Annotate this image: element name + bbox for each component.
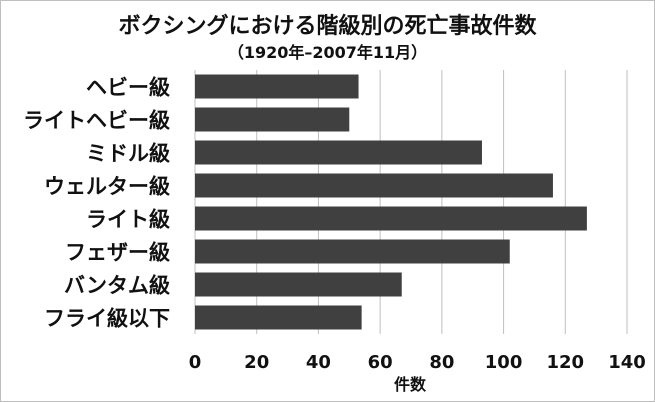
bar: [195, 239, 510, 264]
category-label: ライト級: [86, 208, 170, 232]
bar: [195, 107, 350, 132]
bar: [195, 305, 362, 330]
x-tick-label: 100: [485, 352, 523, 373]
x-tick-labels: 0 20 40 60 80 100 120 140: [189, 352, 646, 373]
chart-subtitle: （1920年–2007年11月）: [227, 43, 428, 62]
category-label: ウェルター級: [44, 175, 170, 199]
bar: [195, 140, 482, 165]
x-tick-label: 120: [546, 352, 584, 373]
category-label: ミドル級: [86, 142, 170, 166]
bar: [195, 173, 553, 198]
x-tick-label: 60: [368, 352, 393, 373]
bar: [195, 272, 402, 297]
bars: [195, 74, 587, 330]
x-tick-label: 0: [189, 352, 202, 373]
category-label: ヘビー級: [86, 76, 170, 100]
chart-title: ボクシングにおける階級別の死亡事故件数: [118, 14, 537, 39]
category-label: バンタム級: [64, 274, 170, 298]
category-labels: ヘビー級ライトヘビー級ミドル級ウェルター級ライト級フェザー級バンタム級フライ級以…: [23, 76, 170, 331]
bar: [195, 206, 587, 231]
x-tick-label: 20: [244, 352, 269, 373]
bar: [195, 74, 359, 99]
x-tick-label: 140: [608, 352, 646, 373]
category-label: ライトヘビー級: [23, 109, 170, 133]
x-tick-label: 40: [306, 352, 331, 373]
x-axis-label: 件数: [394, 375, 427, 394]
x-tick-label: 80: [429, 352, 454, 373]
category-label: フェザー級: [65, 241, 170, 265]
category-label: フライ級以下: [44, 307, 170, 331]
